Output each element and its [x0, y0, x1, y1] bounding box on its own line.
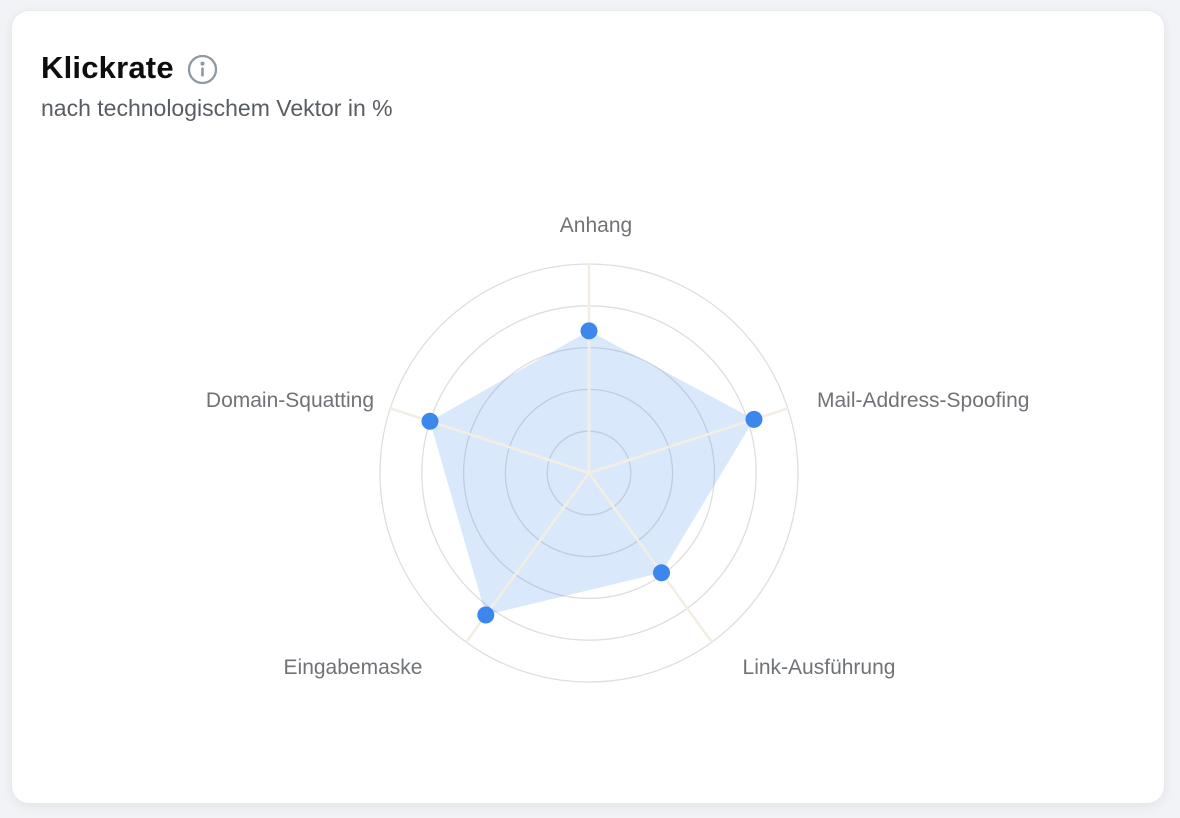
radar-chart: Anhang Mail-Address-Spoofing Link-Ausführu… [206, 214, 1029, 683]
info-circle-icon[interactable] [187, 54, 218, 85]
klickrate-card: Klickrate nach technologischem Vektor in… [11, 10, 1165, 804]
radar-data-point-4[interactable] [477, 606, 495, 624]
radar-axis-label-1: Anhang [560, 214, 632, 237]
title-row: Klickrate [41, 50, 393, 85]
radar-data-point-3[interactable] [653, 564, 670, 582]
card-title: Klickrate [41, 50, 174, 85]
radar-data-point-1[interactable] [580, 322, 598, 340]
radar-axis-label-5: Domain-Squatting [206, 389, 374, 412]
card-header: Klickrate nach technologischem Vektor in… [41, 50, 393, 123]
card-subtitle: nach technologischem Vektor in % [41, 95, 393, 122]
radar-axis-label-4: Eingabemaske [284, 656, 423, 679]
radar-data-point-5[interactable] [421, 412, 439, 430]
radar-axis-label-2: Mail-Address-Spoofing [817, 389, 1029, 412]
radar-axis-line-3 [587, 472, 713, 643]
radar-axis-label-3: Link-Ausführung [743, 656, 896, 679]
radar-data-point-2[interactable] [745, 410, 763, 428]
